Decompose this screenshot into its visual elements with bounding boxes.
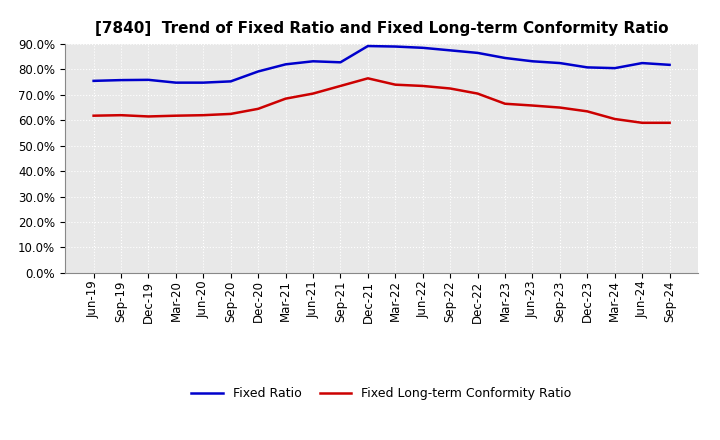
Fixed Long-term Conformity Ratio	[226, 111, 235, 117]
Fixed Long-term Conformity Ratio	[336, 83, 345, 88]
Fixed Ratio	[665, 62, 674, 67]
Fixed Ratio	[171, 80, 180, 85]
Fixed Long-term Conformity Ratio	[500, 101, 509, 106]
Title: [7840]  Trend of Fixed Ratio and Fixed Long-term Conformity Ratio: [7840] Trend of Fixed Ratio and Fixed Lo…	[95, 21, 668, 36]
Fixed Ratio	[282, 62, 290, 67]
Fixed Long-term Conformity Ratio	[364, 76, 372, 81]
Fixed Ratio	[473, 50, 482, 55]
Fixed Long-term Conformity Ratio	[583, 109, 592, 114]
Fixed Long-term Conformity Ratio	[171, 113, 180, 118]
Fixed Ratio	[556, 60, 564, 66]
Fixed Long-term Conformity Ratio	[117, 113, 125, 118]
Fixed Ratio	[446, 48, 454, 53]
Fixed Ratio	[144, 77, 153, 82]
Fixed Long-term Conformity Ratio	[89, 113, 98, 118]
Fixed Ratio	[336, 60, 345, 65]
Fixed Long-term Conformity Ratio	[282, 96, 290, 101]
Fixed Long-term Conformity Ratio	[199, 113, 207, 118]
Fixed Long-term Conformity Ratio	[446, 86, 454, 91]
Fixed Long-term Conformity Ratio	[473, 91, 482, 96]
Fixed Ratio	[117, 77, 125, 83]
Fixed Long-term Conformity Ratio	[391, 82, 400, 87]
Fixed Long-term Conformity Ratio	[418, 83, 427, 88]
Fixed Long-term Conformity Ratio	[665, 120, 674, 125]
Fixed Ratio	[418, 45, 427, 51]
Fixed Long-term Conformity Ratio	[144, 114, 153, 119]
Fixed Long-term Conformity Ratio	[611, 116, 619, 121]
Legend: Fixed Ratio, Fixed Long-term Conformity Ratio: Fixed Ratio, Fixed Long-term Conformity …	[186, 382, 577, 405]
Fixed Long-term Conformity Ratio	[638, 120, 647, 125]
Fixed Ratio	[611, 66, 619, 71]
Fixed Long-term Conformity Ratio	[528, 103, 537, 108]
Fixed Ratio	[89, 78, 98, 84]
Fixed Ratio	[500, 55, 509, 61]
Fixed Ratio	[391, 44, 400, 49]
Fixed Long-term Conformity Ratio	[254, 106, 263, 111]
Fixed Ratio	[583, 65, 592, 70]
Fixed Ratio	[199, 80, 207, 85]
Fixed Ratio	[364, 44, 372, 49]
Fixed Ratio	[254, 69, 263, 74]
Fixed Ratio	[638, 60, 647, 66]
Fixed Long-term Conformity Ratio	[556, 105, 564, 110]
Fixed Ratio	[226, 79, 235, 84]
Line: Fixed Ratio: Fixed Ratio	[94, 46, 670, 83]
Line: Fixed Long-term Conformity Ratio: Fixed Long-term Conformity Ratio	[94, 78, 670, 123]
Fixed Ratio	[528, 59, 537, 64]
Fixed Ratio	[309, 59, 318, 64]
Fixed Long-term Conformity Ratio	[309, 91, 318, 96]
